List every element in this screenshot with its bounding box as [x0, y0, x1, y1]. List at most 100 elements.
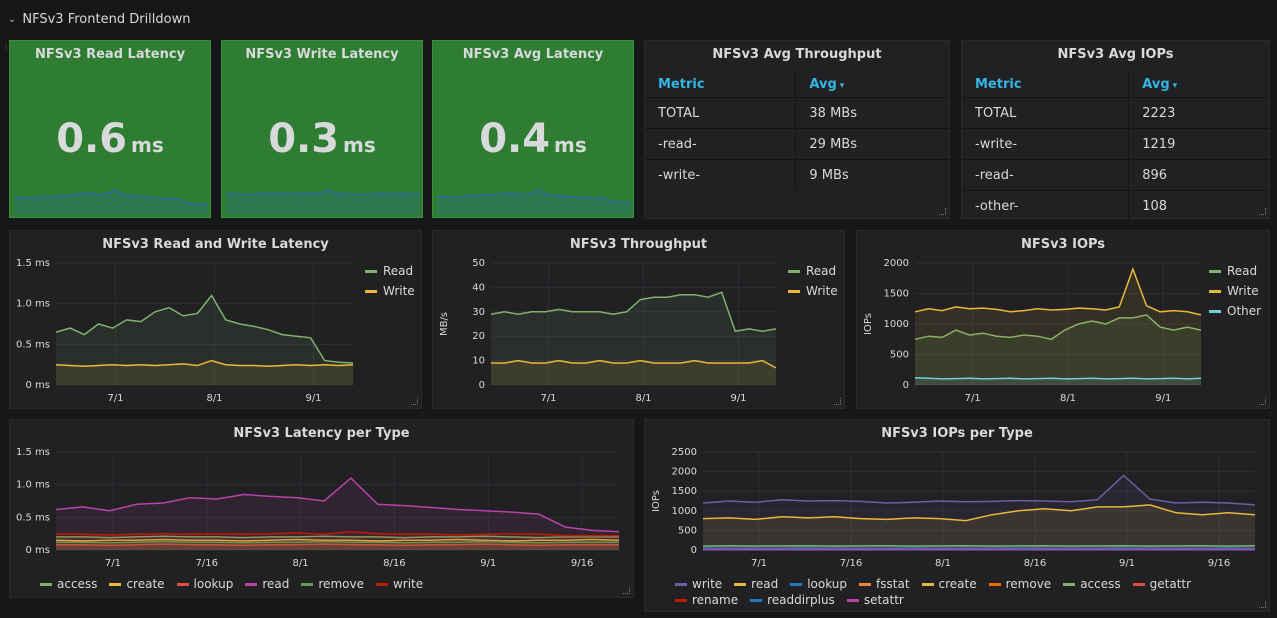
series-area	[56, 360, 353, 385]
y-tick-label: 0 ms	[26, 545, 51, 556]
y-tick-label: 2000	[884, 258, 909, 269]
y-tick-label: 0	[691, 545, 697, 556]
series-line-write	[55, 359, 354, 368]
resize-handle-icon[interactable]	[623, 587, 630, 594]
legend-item[interactable]: Read	[788, 261, 838, 281]
legend-item[interactable]: create	[921, 576, 977, 592]
stat-panel-read-latency[interactable]: NFSv3 Read Latency 0.6 ms	[9, 40, 211, 218]
graph-panel-latency-per-type[interactable]: NFSv3 Latency per Type 0 ms 0.5 ms 1.0 ms 1…	[9, 419, 634, 598]
legend: write read lookup fsstat create remove a…	[675, 576, 1265, 608]
x-tick-label: 9/1	[305, 393, 321, 404]
chart: 0 500 1000 1500 2000 2500 7/1 7/16 8/1 8/16 9/1 9/1…	[651, 447, 1256, 569]
legend-item[interactable]: lookup	[790, 576, 847, 592]
sparkline-line	[14, 189, 208, 206]
legend-item[interactable]: Read	[1209, 261, 1261, 281]
column-header-avg[interactable]: Avg ▾	[1128, 71, 1269, 98]
graph-panel-throughput[interactable]: NFSv3 Throughput 0 10 20 30 40 50 7/1 8/1 9/1 MB/…	[432, 230, 845, 409]
series-line-create	[55, 538, 620, 542]
column-header-metric[interactable]: Metric	[975, 76, 1022, 92]
x-tick-label: 7/1	[107, 393, 123, 404]
series-line-write	[55, 530, 619, 537]
x-tick-label: 7/16	[196, 558, 218, 569]
y-tick-label: 0.5 ms	[16, 339, 50, 350]
y-tick-label: 1500	[672, 486, 697, 497]
stat-value: 0.6 ms	[56, 116, 164, 162]
x-tick-label: 8/1	[1060, 393, 1076, 404]
chevron-down-icon[interactable]: ⌄	[8, 14, 17, 25]
legend-item[interactable]: Write	[788, 281, 838, 301]
graph-panel-iops-per-type[interactable]: NFSv3 IOPs per Type 0 500 1000 1500 2000 2500…	[644, 419, 1270, 612]
series-line-remove	[56, 540, 619, 544]
chart: 0 ms 0.5 ms 1.0 ms 1.5 ms 7/1 8/1 9/1	[16, 258, 354, 404]
series-line-other	[914, 376, 1202, 380]
legend-item[interactable]: remove	[301, 576, 364, 592]
chart: 0 500 1000 1500 2000 7/1 8/1 9/1 IOPs	[863, 258, 1202, 404]
legend-item[interactable]: write	[675, 576, 722, 592]
row-header[interactable]: ⌄ NFSv3 Frontend Drilldown	[8, 12, 190, 27]
sparkline	[14, 189, 208, 215]
throughput-table: Metric Avg ▾ TOTAL 38 MBs -read- 29 MBs -wr…	[645, 71, 949, 190]
y-axis-label: IOPs	[863, 313, 874, 335]
panel-title: NFSv3 Avg Latency	[462, 47, 604, 62]
y-tick-label: 40	[472, 282, 485, 293]
resize-handle-icon[interactable]	[939, 208, 946, 215]
legend-item[interactable]: readdirplus	[750, 592, 835, 608]
legend-item[interactable]: setattr	[846, 592, 904, 608]
legend-item[interactable]: read	[245, 576, 289, 592]
legend-item[interactable]: Other	[1209, 301, 1261, 321]
y-tick-label: 30	[472, 307, 485, 318]
y-tick-label: 1.0 ms	[16, 480, 50, 491]
legend-item[interactable]: getattr	[1132, 576, 1191, 592]
y-tick-label: 1.5 ms	[16, 258, 50, 269]
legend-item[interactable]: read	[734, 576, 778, 592]
resize-handle-icon[interactable]	[1259, 398, 1266, 405]
resize-handle-icon[interactable]	[834, 398, 841, 405]
table-row: TOTAL 38 MBs	[645, 97, 949, 129]
legend: Read Write Other	[1209, 261, 1261, 321]
drag-handle-icon[interactable]: ⋮	[2, 42, 10, 51]
resize-handle-icon[interactable]	[1259, 208, 1266, 215]
y-axis-label: MB/s	[439, 312, 450, 336]
legend-item[interactable]: access	[1063, 576, 1121, 592]
sparkline-line	[226, 189, 420, 196]
stat-panel-write-latency[interactable]: NFSv3 Write Latency 0.3 ms	[221, 40, 423, 218]
resize-handle-icon[interactable]	[411, 398, 418, 405]
stat-panel-avg-latency[interactable]: NFSv3 Avg Latency 0.4 ms	[432, 40, 634, 218]
chart: 0 10 20 30 40 50 7/1 8/1 9/1 MB/s	[439, 258, 777, 404]
legend-item[interactable]: create	[109, 576, 165, 592]
throughput-table-panel[interactable]: NFSv3 Avg Throughput Metric Avg ▾ TOTAL 38…	[644, 40, 950, 219]
y-tick-label: 2000	[672, 467, 697, 478]
legend-item[interactable]: access	[40, 576, 97, 592]
series-line-read	[490, 291, 777, 333]
column-header-avg[interactable]: Avg ▾	[795, 71, 949, 98]
graph-panel-rw-latency[interactable]: NFSv3 Read and Write Latency 0 ms 0.5 ms 1…	[9, 230, 422, 409]
x-tick-label: 8/1	[293, 558, 309, 569]
y-tick-label: 0	[903, 380, 909, 391]
panel-title: NFSv3 IOPs	[1020, 237, 1106, 252]
x-tick-label: 9/1	[730, 393, 746, 404]
legend-item[interactable]: write	[375, 576, 423, 592]
resize-handle-icon[interactable]	[1259, 601, 1266, 608]
legend-item[interactable]: lookup	[176, 576, 233, 592]
series-area	[703, 475, 1255, 550]
y-axis-label: IOPs	[651, 490, 662, 512]
graph-panel-iops[interactable]: NFSv3 IOPs 0 500 1000 1500 2000 7/1 8/1 9/1 IOPs…	[856, 230, 1270, 409]
sparkline	[226, 189, 420, 215]
x-tick-label: 7/1	[105, 558, 121, 569]
legend-item[interactable]: rename	[675, 592, 738, 608]
legend-item[interactable]: fsstat	[859, 576, 910, 592]
sort-desc-icon: ▾	[1172, 80, 1178, 91]
y-tick-label: 1.5 ms	[16, 447, 50, 458]
iops-table-panel[interactable]: NFSv3 Avg IOPs Metric Avg ▾ TOTAL 2223 -wr…	[961, 40, 1270, 221]
table-row: -write- 9 MBs	[645, 159, 949, 190]
panel-title: NFSv3 Read and Write Latency	[102, 237, 329, 252]
sort-desc-icon: ▾	[839, 80, 845, 91]
column-header-metric[interactable]: Metric	[658, 76, 705, 92]
legend-item[interactable]: Write	[1209, 281, 1261, 301]
legend: access create lookup read remove write	[40, 576, 630, 592]
legend-item[interactable]: Write	[365, 281, 415, 301]
legend-item[interactable]: remove	[988, 576, 1051, 592]
row-title: NFSv3 Frontend Drilldown	[22, 12, 191, 27]
series-line-write	[491, 359, 777, 369]
legend-item[interactable]: Read	[365, 261, 415, 281]
